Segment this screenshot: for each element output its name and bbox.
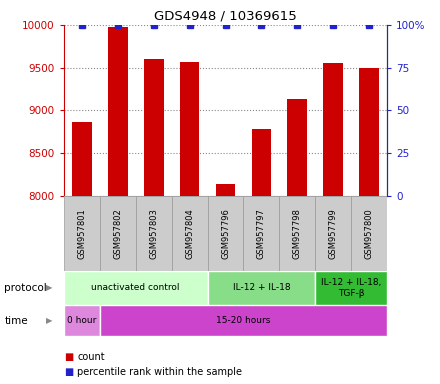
Text: GSM957796: GSM957796 xyxy=(221,208,230,259)
Text: GSM957802: GSM957802 xyxy=(113,208,122,259)
Bar xyxy=(323,63,343,196)
Text: protocol: protocol xyxy=(4,283,47,293)
Text: unactivated control: unactivated control xyxy=(92,283,180,293)
Text: GSM957799: GSM957799 xyxy=(329,208,338,259)
Text: percentile rank within the sample: percentile rank within the sample xyxy=(77,367,242,377)
Bar xyxy=(243,196,279,271)
Text: ■: ■ xyxy=(64,367,73,377)
Bar xyxy=(359,68,379,196)
Text: time: time xyxy=(4,316,28,326)
Text: GSM957804: GSM957804 xyxy=(185,208,194,259)
Text: 15-20 hours: 15-20 hours xyxy=(216,316,271,325)
Bar xyxy=(72,121,92,196)
Text: GSM957803: GSM957803 xyxy=(149,208,158,259)
Bar xyxy=(64,271,208,305)
Bar xyxy=(180,62,199,196)
Text: count: count xyxy=(77,352,105,362)
Bar xyxy=(208,196,243,271)
Text: IL-12 + IL-18,
TGF-β: IL-12 + IL-18, TGF-β xyxy=(321,278,381,298)
Text: GSM957801: GSM957801 xyxy=(77,208,86,259)
Bar xyxy=(136,196,172,271)
Bar xyxy=(208,271,315,305)
Text: GSM957800: GSM957800 xyxy=(365,208,374,259)
Text: GSM957797: GSM957797 xyxy=(257,208,266,259)
Bar xyxy=(216,184,235,196)
Text: 0 hour: 0 hour xyxy=(67,316,96,325)
Bar xyxy=(144,59,164,196)
Bar xyxy=(64,196,100,271)
Bar xyxy=(100,305,387,336)
Bar xyxy=(172,196,208,271)
Bar xyxy=(100,196,136,271)
Text: IL-12 + IL-18: IL-12 + IL-18 xyxy=(233,283,290,293)
Text: ▶: ▶ xyxy=(46,316,53,325)
Text: ■: ■ xyxy=(64,352,73,362)
Text: ▶: ▶ xyxy=(46,283,53,293)
Bar xyxy=(279,196,315,271)
Bar xyxy=(287,99,307,196)
Bar xyxy=(315,271,387,305)
Bar xyxy=(315,196,351,271)
Title: GDS4948 / 10369615: GDS4948 / 10369615 xyxy=(154,9,297,22)
Text: GSM957798: GSM957798 xyxy=(293,208,302,259)
Bar xyxy=(108,26,128,196)
Bar xyxy=(252,129,271,196)
Bar xyxy=(64,305,100,336)
Bar xyxy=(351,196,387,271)
